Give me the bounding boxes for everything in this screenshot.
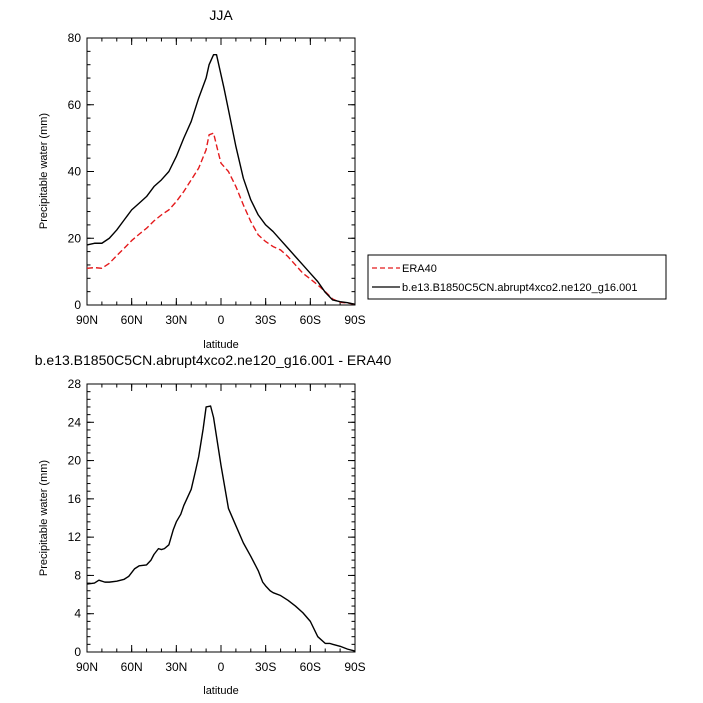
bottom-panel-series: [86, 405, 356, 652]
x-tick-label: 30N: [165, 660, 187, 674]
y-tick-label: 8: [74, 568, 81, 582]
y-tick-label: 20: [68, 231, 82, 245]
bottom-panel-title: b.e13.B1850C5CN.abrupt4xco2.ne120_g16.00…: [35, 352, 392, 368]
top-panel-title: JJA: [209, 7, 233, 23]
y-tick-label: 80: [68, 31, 82, 45]
legend-label-model: b.e13.B1850C5CN.abrupt4xco2.ne120_g16.00…: [402, 282, 637, 294]
x-tick-label: 30N: [165, 313, 187, 327]
legend-frame: [367, 254, 667, 300]
bottom-panel-plot-frame: [86, 383, 356, 653]
x-tick-label: 60S: [300, 660, 321, 674]
x-tick-label: 90S: [344, 660, 365, 674]
top-panel-y-axis-label: Precipitable water (mm): [38, 113, 50, 229]
y-tick-label: 60: [68, 98, 82, 112]
era40-series-line: [86, 132, 356, 306]
y-tick-label: 4: [74, 607, 81, 621]
x-tick-label: 90S: [344, 313, 365, 327]
bottom-panel-y-axis-label: Precipitable water (mm): [38, 460, 50, 576]
y-tick-label: 20: [68, 454, 82, 468]
x-tick-label: 90N: [76, 660, 98, 674]
x-tick-label: 60N: [121, 313, 143, 327]
top-panel-ticks: 90N 60N 30N 0 30S 60S 90S 0 20 40 60 80: [68, 31, 366, 327]
top-panel-x-axis-label: latitude: [203, 339, 238, 351]
bottom-panel-ticks: 90N 60N 30N 0 30S 60S 90S 0 4 8 12 16 20 24 28: [68, 377, 366, 674]
y-tick-label: 0: [74, 298, 81, 312]
x-tick-label: 0: [218, 313, 225, 327]
x-tick-label: 30S: [255, 313, 276, 327]
y-tick-label: 40: [68, 165, 82, 179]
y-tick-label: 12: [68, 530, 82, 544]
x-tick-label: 0: [218, 660, 225, 674]
y-tick-label: 24: [68, 415, 82, 429]
top-panel-plot-frame: [86, 37, 356, 306]
legend: ERA40 b.e13.B1850C5CN.abrupt4xco2.ne120_…: [367, 254, 667, 300]
model-series-line: [86, 53, 356, 306]
y-tick-label: 16: [68, 492, 82, 506]
model-series-line: [86, 405, 356, 652]
bottom-panel: b.e13.B1850C5CN.abrupt4xco2.ne120_g16.00…: [35, 352, 392, 697]
x-tick-label: 90N: [76, 313, 98, 327]
bottom-panel-x-axis-label: latitude: [203, 685, 238, 697]
x-tick-label: 30S: [255, 660, 276, 674]
legend-label-era40: ERA40: [402, 263, 437, 275]
top-panel-series: [86, 53, 356, 306]
top-panel: JJA Precipitable water (mm) latitude 90N…: [38, 7, 366, 351]
y-tick-label: 28: [68, 377, 82, 391]
x-tick-label: 60S: [300, 313, 321, 327]
y-tick-label: 0: [74, 645, 81, 659]
x-tick-label: 60N: [121, 660, 143, 674]
